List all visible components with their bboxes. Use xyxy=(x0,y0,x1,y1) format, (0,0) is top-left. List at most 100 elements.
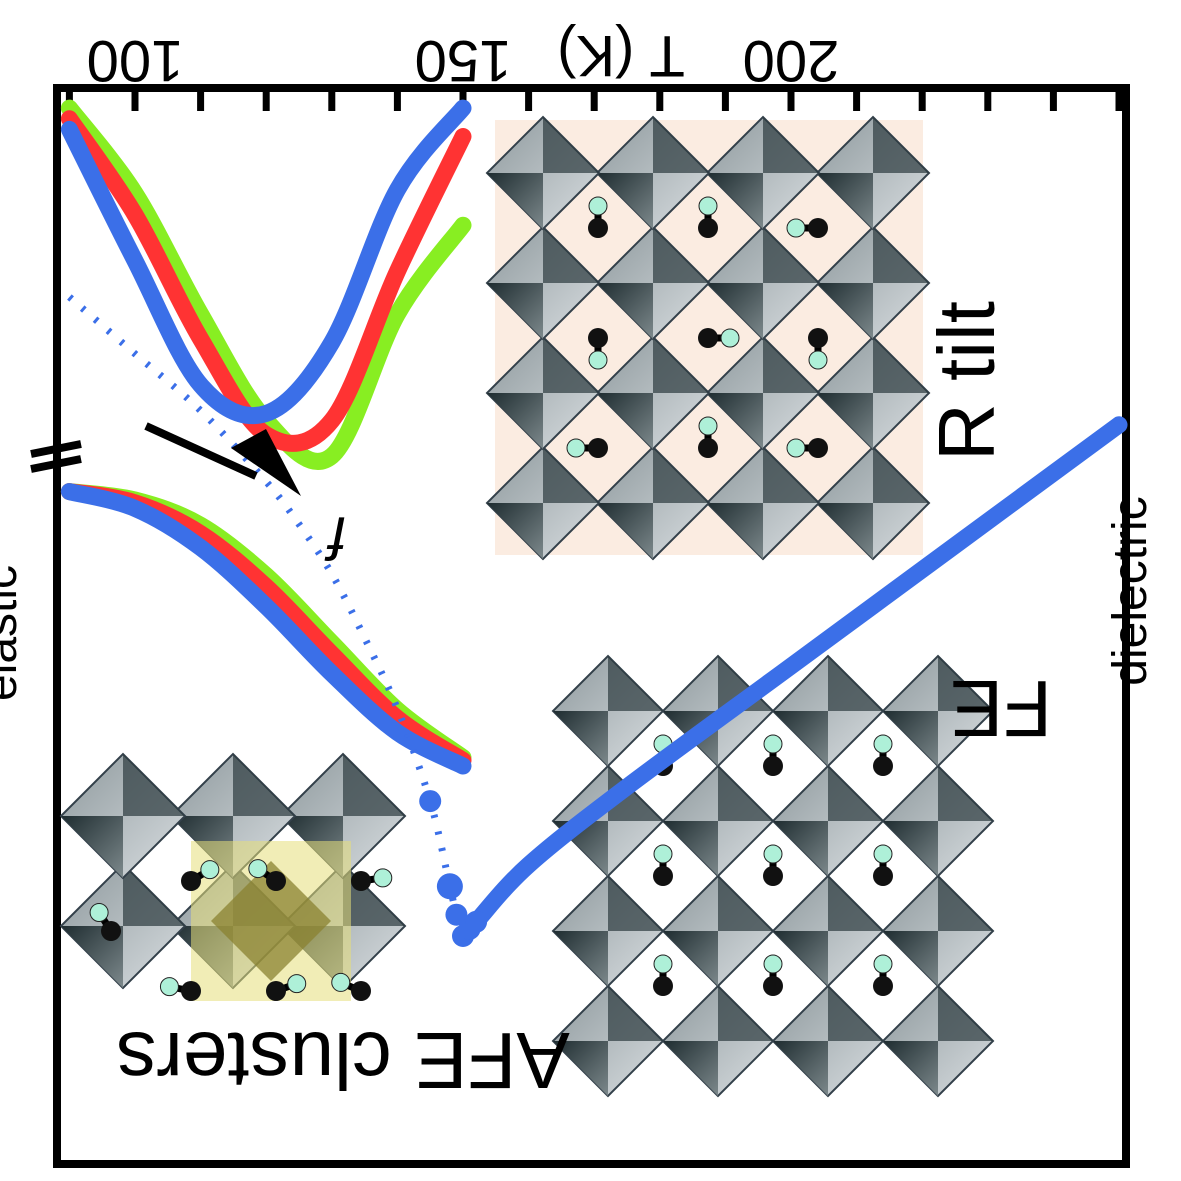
fe-octahedron-face xyxy=(553,711,608,766)
fe-octahedron-face xyxy=(773,711,828,766)
molecule-atom-light xyxy=(763,734,783,754)
tilt-octahedron-face xyxy=(873,337,929,393)
fe-octahedron-face xyxy=(938,876,993,931)
molecule-atom-light xyxy=(566,438,586,458)
tilt-octahedron-face xyxy=(707,393,763,449)
fe-octahedron-face xyxy=(828,766,883,821)
fe-octahedron-face xyxy=(883,1041,938,1096)
dielectric-point xyxy=(465,910,488,933)
tilt-octahedron-face xyxy=(873,447,929,503)
fe-octahedron-face xyxy=(608,876,663,931)
tilt-octahedron-face xyxy=(543,337,599,393)
molecule-atom-light xyxy=(786,218,806,238)
molecule-atom-dark xyxy=(808,218,828,238)
tilt-octahedron-face xyxy=(597,393,653,449)
molecule-atom-light xyxy=(653,844,673,864)
x-axis-label: T (K) xyxy=(557,23,685,88)
molecule-atom-light xyxy=(763,954,783,974)
label-tilt: R tilt xyxy=(922,301,1011,461)
fe-octahedron-face xyxy=(608,656,663,711)
frequency-arrow-icon xyxy=(144,422,301,496)
molecule-atom-dark xyxy=(808,438,828,458)
data-series xyxy=(60,99,1128,947)
molecule-atom-light xyxy=(786,438,806,458)
fe-octahedron-face xyxy=(663,931,718,986)
molecule-atom-light xyxy=(331,972,351,992)
afe-clusters-structure-image xyxy=(59,752,407,1001)
x-axis-ticks xyxy=(65,88,1123,111)
tilt-octahedron-face xyxy=(763,117,819,173)
tilt-octahedron-face xyxy=(707,283,763,339)
fe-octahedron-face xyxy=(938,766,993,821)
tilt-octahedron-face xyxy=(817,503,873,559)
tilt-octahedron-face xyxy=(487,393,543,449)
dielectric-point xyxy=(419,790,442,813)
tilt-octahedron-face xyxy=(653,447,709,503)
molecule-atom-dark xyxy=(763,866,783,886)
afe-octahedron-face xyxy=(123,864,185,926)
molecule-atom-dark xyxy=(588,438,608,458)
molecule-atom-dark xyxy=(351,981,371,1001)
molecule-atom-light xyxy=(873,734,893,754)
molecule-atom-dark xyxy=(653,866,673,886)
fe-octahedron-face xyxy=(938,986,993,1041)
molecule-atom-dark xyxy=(653,976,673,996)
molecule-atom-dark xyxy=(808,328,828,348)
fe-octahedron-face xyxy=(773,931,828,986)
fe-octahedron-face xyxy=(718,876,773,931)
label-fe: FE xyxy=(950,664,1052,753)
fe-octahedron-face xyxy=(553,1041,608,1096)
afe-octahedron-face xyxy=(233,754,295,816)
molecule-atom-dark xyxy=(588,328,608,348)
molecule-atom-light xyxy=(287,974,307,994)
tilt-octahedron-face xyxy=(487,173,543,229)
tilt-octahedron-face xyxy=(543,447,599,503)
tilt-octahedron-face xyxy=(817,283,873,339)
molecule-atom-light xyxy=(763,844,783,864)
molecule-atom-light xyxy=(653,954,673,974)
molecule-atom-light xyxy=(588,350,608,370)
molecule-atom-light xyxy=(873,844,893,864)
tilt-octahedron-face xyxy=(543,227,599,283)
tilt-octahedron-face xyxy=(707,173,763,229)
molecule-atom-light xyxy=(159,977,179,997)
fe-octahedron-face xyxy=(883,821,938,876)
afe-octahedron-face xyxy=(61,926,123,988)
frequency-arrow-label: f xyxy=(324,504,346,571)
label-afe-clusters: AFE clusters xyxy=(116,1016,569,1105)
molecule-atom-dark xyxy=(873,866,893,886)
molecule-atom-dark xyxy=(266,981,286,1001)
right-axis-label: dielectric xyxy=(1104,496,1157,685)
tilt-octahedron-face xyxy=(763,447,819,503)
fe-octahedron-face xyxy=(718,986,773,1041)
tilt-octahedron-face xyxy=(597,173,653,229)
tilt-octahedron-face xyxy=(653,337,709,393)
x-tick-label: 200 xyxy=(743,28,840,93)
molecule-atom-light xyxy=(373,868,393,888)
dielectric-point xyxy=(436,873,463,900)
afe-octahedron-face xyxy=(343,754,405,816)
molecule-atom-light xyxy=(588,196,608,216)
molecule-atom-light xyxy=(698,416,718,436)
fe-octahedron-face xyxy=(828,986,883,1041)
x-axis-tick-labels: 100 150 200 xyxy=(87,28,840,93)
elastic-loss-blue-line xyxy=(60,99,472,425)
molecule-atom-light xyxy=(808,350,828,370)
afe-cluster-octahedron xyxy=(211,861,331,981)
tilt-octahedron-face xyxy=(763,227,819,283)
molecule-atom-dark xyxy=(101,921,121,941)
molecule-atom-light xyxy=(720,328,740,348)
tilt-octahedron-face xyxy=(653,227,709,283)
elastic-modulus-blue-line xyxy=(60,483,472,775)
tilt-octahedron-face xyxy=(873,117,929,173)
molecule-atom-light xyxy=(873,954,893,974)
fe-octahedron-face xyxy=(828,876,883,931)
x-tick-label: 150 xyxy=(415,28,512,93)
fe-octahedron-face xyxy=(773,821,828,876)
tilt-octahedron-face xyxy=(873,227,929,283)
tilt-octahedron-face xyxy=(597,503,653,559)
fe-structure-image xyxy=(551,654,995,1098)
molecule-atom-dark xyxy=(698,218,718,238)
